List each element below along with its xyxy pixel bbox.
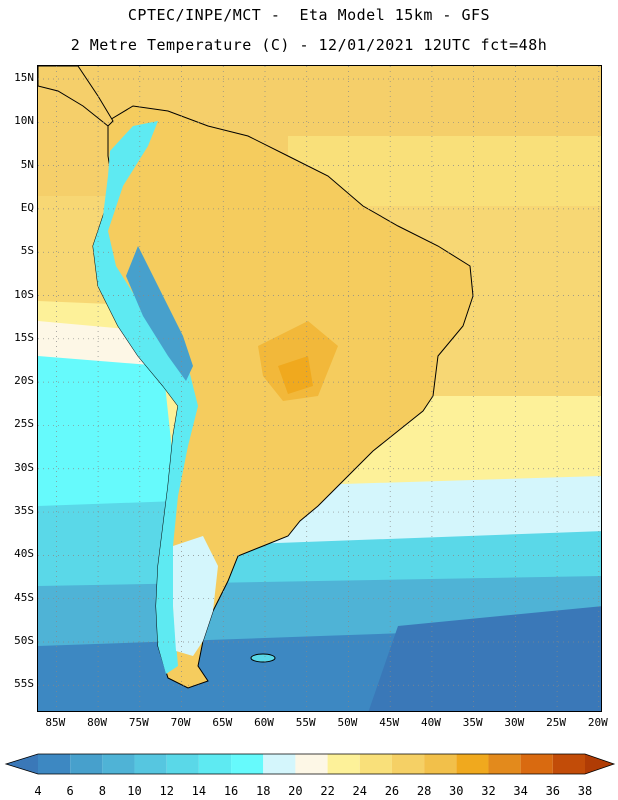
falkland-islands	[250, 653, 276, 663]
andes-coldest-peaks	[126, 246, 193, 381]
colorbar-box	[552, 754, 585, 774]
colorbar-box	[456, 754, 489, 774]
latitude-label: 25S	[14, 417, 34, 431]
colorbar-box	[166, 754, 199, 774]
longitude-label: 65W	[212, 716, 233, 729]
map-subtitle: 2 Metre Temperature (C) - 12/01/2021 12U…	[70, 36, 548, 54]
longitude-label: 20W	[587, 716, 608, 729]
colorbar-tick-label: 36	[545, 784, 561, 798]
colorbar-tick-label: 6	[66, 784, 74, 798]
longitude-label: 30W	[504, 716, 525, 729]
longitude-label: 80W	[87, 716, 108, 729]
colorbar-tick-label: 8	[98, 784, 106, 798]
longitude-label: 25W	[546, 716, 567, 729]
coldest-region	[368, 606, 601, 711]
longitude-label: 45W	[379, 716, 400, 729]
colorbar-box	[134, 754, 167, 774]
colorbar-box	[359, 754, 392, 774]
longitude-label: 50W	[337, 716, 358, 729]
colorbar-box	[391, 754, 425, 774]
map-title: CPTEC/INPE/MCT - Eta Model 15km - GFS	[127, 6, 491, 24]
colorbar-tick-label: 10	[127, 784, 142, 798]
longitude-label: 40W	[420, 716, 441, 729]
colorbar-overflow-triangle	[585, 754, 614, 774]
latitude-label: 10S	[14, 287, 34, 301]
colorbar-tick-label: 22	[320, 784, 335, 798]
latitude-label: 30S	[14, 460, 34, 474]
latitude-label: 20S	[14, 374, 34, 388]
latitude-label: 45S	[14, 590, 34, 604]
colorbar-box	[263, 754, 296, 774]
colorbar-tick-label: 24	[352, 784, 367, 798]
longitude-label: 35W	[462, 716, 483, 729]
colorbar-tick-label: 30	[449, 784, 464, 798]
colorbar-tick-label: 34	[513, 784, 528, 798]
latitude-label: 5N	[20, 157, 34, 171]
colorbar-tick-label: 32	[481, 784, 496, 798]
colorbar-underflow-triangle	[6, 754, 38, 774]
map-canvas	[38, 66, 601, 711]
colorbar-box	[198, 754, 232, 774]
colorbar-tick-label: 20	[288, 784, 303, 798]
latitude-label: 10N	[14, 114, 34, 128]
colorbar-box	[520, 754, 553, 774]
colorbar-box	[38, 754, 71, 774]
colorbar-box	[70, 754, 103, 774]
colorbar-tick-label: 16	[223, 784, 239, 798]
graticule	[38, 66, 601, 711]
colorbar-tick-label: 28	[416, 784, 432, 798]
longitude-label: 60W	[254, 716, 274, 729]
colorbar-outline	[4, 753, 616, 775]
hottest-region	[278, 356, 313, 394]
latitude-label: EQ	[20, 200, 34, 214]
temperature-map	[37, 65, 602, 712]
latitude-label: 35S	[14, 504, 34, 518]
colorbar-tick-label: 18	[256, 784, 271, 798]
latitude-label: 15N	[14, 70, 34, 84]
colorbar-box	[102, 754, 135, 774]
longitude-label: 70W	[170, 716, 191, 729]
colorbar-box	[488, 754, 521, 774]
temperature-colorbar	[4, 753, 616, 775]
pacific-cool-band	[38, 356, 178, 526]
longitude-label: 75W	[128, 716, 149, 729]
colorbar-tick-label: 4	[34, 784, 42, 798]
central-america-land	[38, 66, 114, 127]
andes-cold-strip	[93, 121, 198, 674]
colorbar-box	[424, 754, 457, 774]
longitude-label: 55W	[295, 716, 316, 729]
patagonia-cool	[173, 536, 218, 656]
latitude-label: 55S	[14, 677, 34, 691]
latitude-label: 15S	[14, 330, 34, 344]
atlantic-cool-band	[268, 476, 601, 546]
latitude-label: 50S	[14, 633, 34, 647]
colorbar-box	[327, 754, 360, 774]
colorbar-tick-label: 12	[159, 784, 174, 798]
longitude-label: 85W	[45, 716, 66, 729]
colorbar-tick-label: 26	[384, 784, 400, 798]
latitude-label: 40S	[14, 547, 34, 561]
colorbar-box	[295, 754, 328, 774]
latitude-label: 5S	[20, 244, 34, 258]
colorbar-tick-label: 38	[577, 784, 593, 798]
colorbar-tick-label: 14	[191, 784, 207, 798]
colorbar-box	[231, 754, 264, 774]
